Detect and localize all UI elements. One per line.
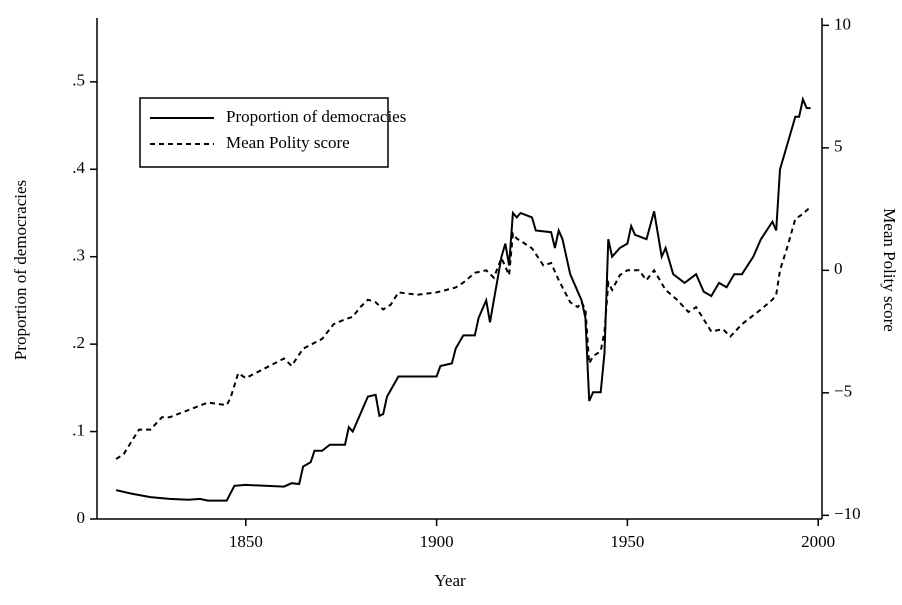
x-tick-label: 2000 [801,532,835,551]
y2-tick-label: 5 [834,137,843,156]
y2-tick-label: −10 [834,504,861,523]
y-tick-label: .2 [72,333,85,352]
y2-tick-label: −5 [834,382,852,401]
y2-axis-label: Mean Polity score [880,208,899,332]
y-tick-label: .4 [72,158,85,177]
data-line [115,96,811,502]
y-tick-label: .3 [72,246,85,265]
x-tick-label: 1850 [229,532,263,551]
legend-box [139,97,389,168]
y-tick-label: .5 [72,71,85,90]
x-tick-label: 1900 [420,532,454,551]
y-tick-label: 0 [77,508,86,527]
y2-tick-label: 0 [834,259,843,278]
legend-label: Mean Polity score [226,133,350,152]
y2-tick-label: 10 [834,14,851,33]
x-tick-label: 1950 [610,532,644,551]
data-line [115,205,812,460]
x-axis-label: Year [434,571,466,590]
y-axis-label: Proportion of democracies [11,180,30,360]
y-tick-label: .1 [72,420,85,439]
legend-label: Proportion of democracies [226,107,406,126]
